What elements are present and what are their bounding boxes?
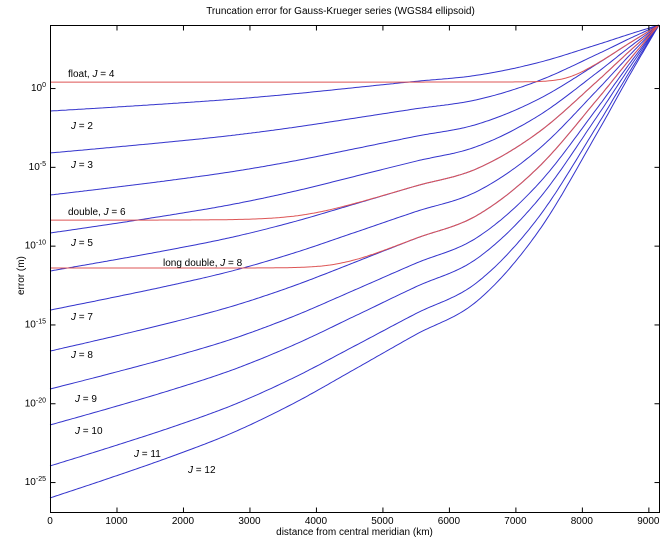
x-tick-label: 7000: [504, 516, 527, 527]
y-tick-label: 10-10: [25, 240, 46, 252]
x-tick-label: 8000: [571, 516, 594, 527]
curve-label: J = 9: [74, 394, 97, 405]
x-tick-label: 4000: [305, 516, 328, 527]
truncation-curve-J9: [49, 24, 660, 390]
curve-label: long double, J = 8: [163, 258, 243, 269]
truncation-curve-J10: [49, 24, 660, 426]
axes: [50, 25, 660, 513]
truncation-curve-J12: [49, 24, 660, 499]
x-tick-label: 3000: [238, 516, 261, 527]
rounding-curve-float: [50, 24, 660, 83]
x-tick-label: 1000: [105, 516, 128, 527]
curve-label: J = 5: [70, 238, 93, 249]
plot-border: [50, 25, 660, 513]
curve-label: J = 3: [70, 160, 93, 171]
truncation-curve-J3: [49, 24, 660, 154]
curve-label: J = 12: [187, 465, 216, 476]
y-tick-label: 10-20: [25, 397, 46, 409]
y-tick-label: 10-25: [25, 476, 46, 488]
truncation-curve-J4: [49, 24, 660, 196]
x-tick-label: 0: [47, 516, 53, 527]
curve-label: J = 11: [133, 449, 161, 460]
y-tick-label: 10-5: [29, 161, 46, 173]
chart-title: Truncation error for Gauss-Krueger serie…: [206, 6, 475, 17]
x-tick-label: 9000: [637, 516, 660, 527]
rounding-curve-long-double: [50, 24, 660, 269]
tick-labels: 0 1000 2000 3000 4000 5000 6000 7000 8000 9000 100…: [25, 69, 660, 527]
curve-label: float, J = 4: [68, 69, 115, 80]
rounding-curve-double: [50, 24, 660, 221]
truncation-curve-J7: [49, 24, 660, 311]
curve-label: J = 8: [70, 350, 93, 361]
curve-label: J = 7: [70, 312, 93, 323]
x-tick-label: 2000: [172, 516, 195, 527]
truncation-curve-J11: [49, 24, 660, 467]
curve-label: J = 2: [70, 121, 93, 132]
x-axis-label: distance from central meridian (km): [276, 527, 433, 538]
x-tick-label: 5000: [371, 516, 394, 527]
y-tick-label: 10-15: [25, 318, 46, 330]
truncation-curve-J8: [49, 24, 660, 352]
curve-label: double, J = 6: [68, 207, 126, 218]
curves: [49, 24, 660, 499]
x-tick-label: 6000: [438, 516, 461, 527]
curve-label: J = 10: [74, 426, 103, 437]
y-tick-label: 100: [31, 82, 46, 94]
truncation-curve-J2: [49, 24, 660, 112]
truncation-curve-J5: [49, 24, 660, 234]
